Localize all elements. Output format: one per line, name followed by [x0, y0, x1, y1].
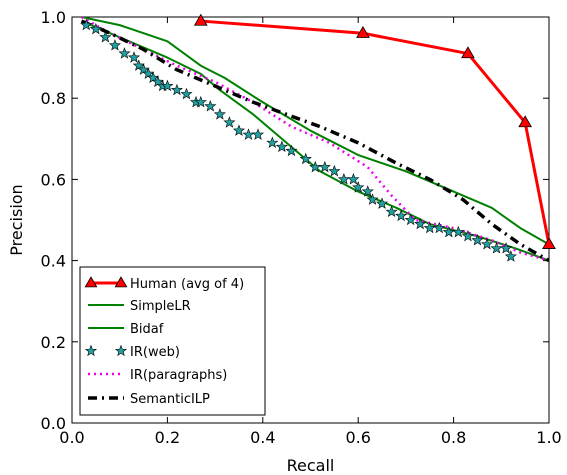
ir-web-point — [433, 221, 446, 234]
human-avg-of-4-point — [518, 115, 533, 128]
human-avg-of-4-point — [356, 25, 370, 38]
human-avg-of-4-point — [542, 237, 556, 249]
ir-web-point — [452, 225, 465, 238]
ir-web-point — [285, 144, 298, 157]
legend-label-simplelr: SimpleLR — [130, 299, 191, 314]
ir-web-point — [376, 197, 389, 209]
ir-web-point — [328, 164, 341, 177]
ir-web-point — [404, 213, 417, 226]
ir-web-point — [480, 238, 494, 250]
ir-web-point — [251, 128, 265, 140]
ir-web-point — [194, 95, 207, 108]
ir-web-point — [118, 47, 131, 59]
ir-web-point — [275, 140, 288, 153]
ir-web-point — [500, 242, 513, 254]
legend-label-semanticilp: SemanticILP — [130, 392, 210, 407]
legend-marker-human-avg-of-4 — [84, 276, 98, 288]
ir-web-point — [170, 83, 183, 96]
x-tick-label: 0.2 — [155, 428, 180, 447]
legend: Human (avg of 4) SimpleLR Bidaf IR(web) IR(p… — [79, 266, 266, 416]
legend-label-ir-web: IR(web) — [130, 345, 180, 360]
ir-web-point — [223, 116, 236, 128]
ir-web-point — [127, 51, 141, 63]
legend-label-ir-paragraphs: IR(paragraphs) — [130, 368, 227, 383]
x-tick-label: 0.0 — [59, 428, 84, 447]
ir-web-point — [180, 87, 193, 100]
ir-web-point — [232, 124, 245, 136]
ir-web-point — [461, 229, 474, 242]
ir-web-point — [108, 39, 121, 51]
ir-web-point — [161, 79, 174, 92]
semanticilp-line — [80, 19, 549, 263]
ir-web-point — [414, 217, 427, 230]
y-axis-title: Precision — [7, 184, 26, 255]
ir-web-point — [385, 205, 398, 218]
ir-web-point — [395, 209, 408, 222]
ir-web-point — [347, 173, 360, 185]
ir-web-point — [366, 193, 379, 205]
y-tick-label: 0.4 — [41, 252, 66, 271]
legend-swatch-ir-web — [84, 344, 98, 357]
legend-label-bidaf: Bidaf — [130, 322, 164, 337]
y-tick-label: 0.0 — [41, 414, 66, 433]
legend-swatch-ir-web — [114, 344, 128, 357]
ir-web-point — [299, 152, 312, 165]
tick-labels: 0.0 0.2 0.4 0.6 0.8 1.0 0.0 0.2 0.4 0.6 0.8 1.0 — [41, 8, 562, 447]
ir-web-point — [318, 160, 331, 173]
ir-web-point — [471, 233, 484, 246]
ir-web-point — [99, 30, 112, 43]
ir-web-point — [504, 250, 517, 262]
human-avg-of-4-point — [193, 13, 208, 26]
x-tick-label: 0.8 — [441, 428, 466, 447]
legend-box — [79, 266, 266, 416]
ir-web-point — [80, 18, 93, 31]
ir-web-point — [204, 99, 217, 112]
ir-web-point — [352, 181, 365, 193]
y-tick-label: 0.2 — [41, 333, 66, 352]
ir-web-point — [89, 22, 102, 35]
y-tick-label: 0.6 — [41, 170, 66, 189]
x-tick-label: 0.4 — [250, 428, 275, 447]
legend-label-human-avg-of-4: Human (avg of 4) — [130, 277, 244, 292]
y-tick-label: 1.0 — [41, 8, 66, 27]
legend-marker-human-avg-of-4 — [114, 276, 128, 288]
y-tick-label: 0.8 — [41, 89, 66, 108]
ir-web-point — [361, 185, 374, 197]
simplelr-line — [81, 17, 549, 246]
human-avg-of-4-point — [461, 46, 475, 59]
x-tick-label: 0.6 — [345, 428, 370, 447]
ir-web-point — [213, 108, 226, 120]
ir-web-point — [266, 136, 279, 149]
x-tick-label: 1.0 — [536, 428, 561, 447]
x-axis-title: Recall — [287, 456, 335, 475]
marker-layer — [80, 13, 556, 262]
